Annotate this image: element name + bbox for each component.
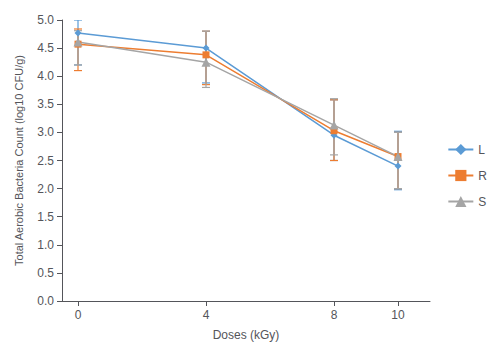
- svg-text:S: S: [478, 195, 486, 209]
- svg-text:4.5: 4.5: [37, 41, 54, 55]
- svg-text:5.0: 5.0: [37, 13, 54, 27]
- svg-text:Doses (kGy): Doses (kGy): [213, 328, 280, 342]
- svg-text:L: L: [478, 143, 485, 157]
- svg-text:0.5: 0.5: [37, 266, 54, 280]
- svg-text:2.5: 2.5: [37, 154, 54, 168]
- svg-text:8: 8: [331, 308, 338, 322]
- svg-text:10: 10: [391, 308, 405, 322]
- svg-text:3.0: 3.0: [37, 125, 54, 139]
- svg-text:0: 0: [75, 308, 82, 322]
- svg-text:4.0: 4.0: [37, 69, 54, 83]
- svg-text:0.0: 0.0: [37, 294, 54, 308]
- svg-text:1.0: 1.0: [37, 238, 54, 252]
- svg-text:Total Aerobic Bacteria Count (: Total Aerobic Bacteria Count (log10 CFU/…: [13, 55, 25, 266]
- svg-text:1.5: 1.5: [37, 210, 54, 224]
- svg-text:4: 4: [203, 308, 210, 322]
- svg-text:3.5: 3.5: [37, 97, 54, 111]
- svg-text:R: R: [478, 169, 487, 183]
- svg-text:2.0: 2.0: [37, 182, 54, 196]
